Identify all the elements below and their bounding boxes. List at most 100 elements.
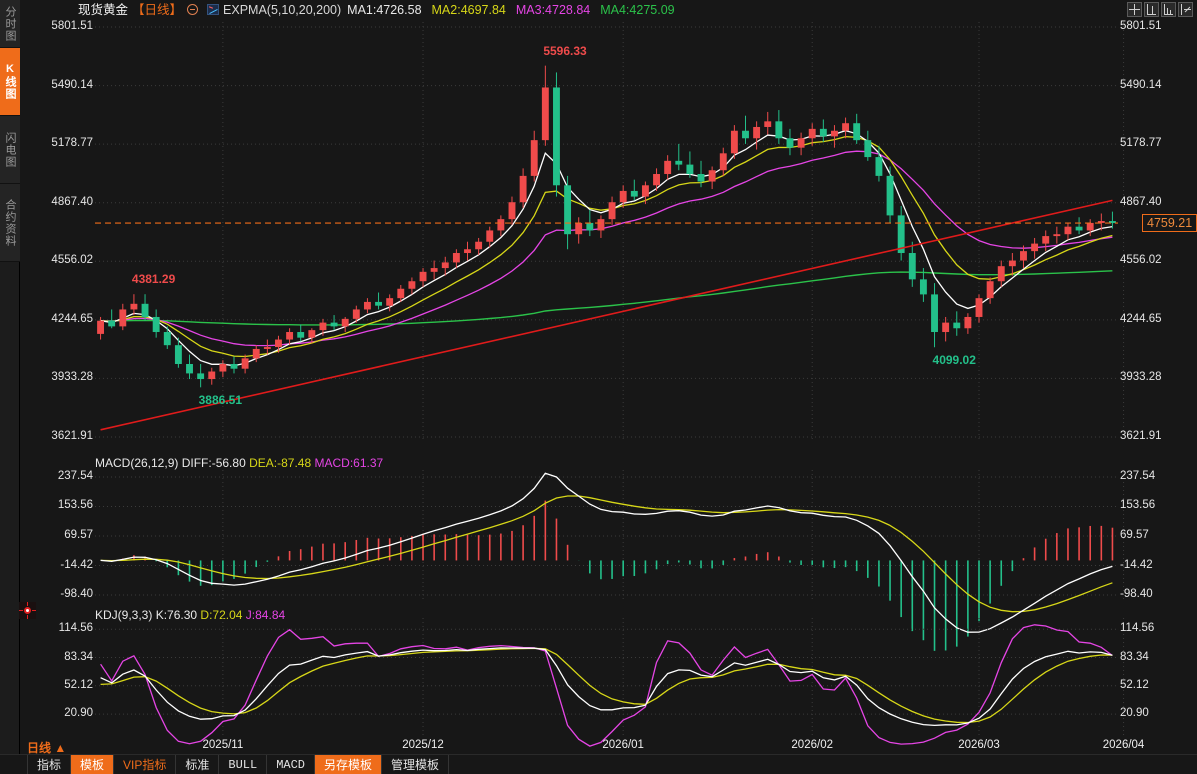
last-price-tag: 4759.21: [1142, 214, 1197, 233]
axis-tick: 3621.91: [1120, 430, 1162, 442]
axis-tick: 5801.51: [1120, 20, 1162, 32]
annotation-period-low: 3886.51: [198, 393, 243, 408]
ma2-value: MA2:4697.84: [431, 3, 506, 17]
sidebar-item-label: K线图: [4, 63, 16, 100]
macd-diff: DIFF:-56.80: [181, 456, 246, 470]
kdj-k: K:76.30: [155, 608, 198, 622]
axis-tick: 69.57: [1120, 529, 1149, 541]
symbol-period: 【日线】: [132, 3, 183, 17]
macd-chart-panel[interactable]: [95, 470, 1118, 602]
axis-compress-icon[interactable]: [1161, 2, 1176, 17]
minus-circle-icon[interactable]: [187, 4, 199, 15]
record-alert-icon[interactable]: [19, 602, 36, 619]
axis-tick: 4244.65: [1120, 312, 1162, 325]
kdj-axis-left: 114.56 83.34 52.12 20.90: [20, 618, 93, 738]
symbol-name: 现货黄金: [78, 3, 129, 17]
axis-scale-icon[interactable]: [1144, 2, 1159, 17]
x-axis-tick: 2026/03: [958, 739, 1000, 751]
toolbar-macd[interactable]: MACD: [267, 755, 316, 774]
indicator-chart-icon[interactable]: [207, 4, 220, 15]
axis-tick: 3933.28: [51, 371, 93, 384]
macd-macd: MACD:61.37: [314, 456, 384, 470]
axis-tick: 153.56: [1120, 499, 1156, 512]
panel-expand-icon[interactable]: [1178, 2, 1193, 17]
kdj-title: KDJ(9,3,3): [95, 608, 153, 622]
macd-axis-left: 237.54 153.56 69.57 -14.42 -98.40: [20, 470, 93, 602]
axis-tick: 5801.51: [51, 20, 93, 32]
axis-tick: 52.12: [64, 678, 93, 691]
axis-tick: 5490.14: [1120, 78, 1162, 91]
expma-label: EXPMA(5,10,20,200): [223, 3, 342, 17]
axis-tick: 4244.65: [51, 312, 93, 325]
ma3-value: MA3:4728.84: [515, 3, 591, 17]
price-plot: [95, 22, 1118, 442]
x-axis-tick: 2025/12: [402, 739, 444, 751]
kdj-j: J:84.84: [245, 608, 286, 622]
x-axis-tick: 2026/01: [602, 739, 644, 751]
kdj-axis-right: 114.56 83.34 52.12 20.90: [1120, 618, 1197, 738]
axis-tick: 20.90: [1120, 707, 1149, 720]
x-axis-tick: 2025/11: [202, 739, 244, 751]
annotation-swing-high: 4381.29: [131, 272, 176, 287]
axis-tick: 69.57: [64, 529, 93, 541]
axis-tick: 114.56: [1120, 622, 1155, 635]
axis-tick: 4867.40: [1120, 195, 1162, 208]
axis-tick: 114.56: [58, 622, 93, 635]
sidebar-item-lightning[interactable]: 闪电图: [0, 116, 20, 184]
macd-dea: DEA:-87.48: [249, 456, 312, 470]
toolbar-bull[interactable]: BULL: [219, 755, 268, 774]
kdj-plot: [95, 618, 1118, 738]
axis-tick: -14.42: [1120, 558, 1153, 571]
axis-tick: -14.42: [60, 558, 93, 571]
toolbar-save-template[interactable]: 另存模板: [315, 755, 383, 774]
axis-tick: 4556.02: [51, 254, 93, 267]
sidebar-item-label: 合约资料: [4, 198, 16, 247]
macd-title: MACD(26,12,9): [95, 456, 179, 470]
axis-tick: 5178.77: [1120, 137, 1162, 150]
axis-tick: 4867.40: [51, 195, 93, 208]
bottom-toolbar: 指标 模板 VIP指标 标准 BULL MACD 另存模板 管理模板: [0, 754, 1197, 774]
sidebar-item-label: 分时图: [4, 5, 16, 42]
toolbar-template[interactable]: 模板: [71, 755, 115, 774]
sidebar-item-timeshare[interactable]: 分时图: [0, 0, 20, 48]
left-sidebar: 分时图 K线图闪电图合约资料: [0, 0, 20, 754]
macd-plot: [95, 470, 1118, 602]
sidebar-item-label: 闪电图: [4, 131, 16, 168]
toolbar-indicators[interactable]: 指标: [27, 755, 72, 774]
axis-tick: 4556.02: [1120, 254, 1162, 267]
chart-header: 现货黄金 【日线】 EXPMA(5,10,20,200) MA1:4726.58 MA2…: [20, 0, 1197, 20]
toolbar-manage-template[interactable]: 管理模板: [382, 755, 450, 774]
sidebar-item-contract-info[interactable]: 合约资料: [0, 184, 20, 262]
kdj-caption: KDJ(9,3,3) K:76.30 D:72.04 J:84.84: [95, 608, 285, 622]
sidebar-item-kline[interactable]: K线图: [0, 48, 20, 116]
axis-tick: -98.40: [60, 588, 93, 600]
kdj-chart-panel[interactable]: [95, 618, 1118, 738]
x-axis-tick: 2026/04: [1102, 739, 1145, 751]
axis-tick: 52.12: [1120, 678, 1149, 691]
axis-tick: 3933.28: [1120, 371, 1162, 384]
axis-tick: 20.90: [64, 707, 93, 720]
axis-tick: -98.40: [1120, 588, 1153, 600]
sidebar-spacer: [0, 262, 19, 754]
axis-tick: 153.56: [57, 499, 93, 512]
axis-tick: 83.34: [64, 650, 93, 663]
annotation-period-high: 5596.33: [543, 43, 587, 58]
macd-caption: MACD(26,12,9) DIFF:-56.80 DEA:-87.48 MAC…: [95, 456, 383, 470]
axis-tick: 83.34: [1120, 650, 1149, 663]
toolbar-vip-indicators[interactable]: VIP指标: [114, 755, 177, 774]
macd-axis-right: 237.54 153.56 69.57 -14.42 -98.40: [1120, 470, 1197, 602]
crosshair-move-icon[interactable]: [1127, 2, 1142, 17]
x-axis: 2025/11 2025/12 2026/01 2026/02 2026/03 2026/…: [95, 739, 1145, 754]
toolbar-standard[interactable]: 标准: [176, 755, 220, 774]
axis-tick: 5178.77: [51, 137, 93, 150]
ma1-value: MA1:4726.58: [347, 3, 422, 17]
ma4-value: MA4:4275.09: [600, 3, 675, 17]
price-chart-panel[interactable]: [95, 22, 1118, 442]
chart-surface: 现货黄金 【日线】 EXPMA(5,10,20,200) MA1:4726.58 MA2…: [20, 0, 1197, 754]
axis-tick: 3621.91: [51, 430, 93, 442]
period-badge[interactable]: 日线 ▲: [27, 741, 67, 755]
axis-tick: 237.54: [57, 470, 93, 482]
axis-tick: 237.54: [1120, 470, 1156, 482]
price-axis-right: 5801.51 5490.14 5178.77 4867.40 4556.02 4244.…: [1120, 20, 1197, 442]
